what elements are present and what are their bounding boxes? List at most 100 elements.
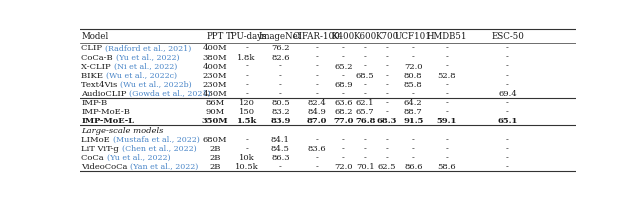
Text: -: - — [364, 90, 367, 98]
Text: 76.8: 76.8 — [355, 117, 376, 125]
Text: 400M: 400M — [203, 44, 227, 52]
Text: -: - — [412, 135, 415, 143]
Text: -: - — [315, 81, 318, 89]
Text: 10.5k: 10.5k — [235, 162, 259, 170]
Text: X-CLIP: X-CLIP — [81, 62, 114, 70]
Text: 90M: 90M — [205, 108, 225, 116]
Text: -: - — [385, 108, 388, 116]
Text: VideoCoCa: VideoCoCa — [81, 162, 131, 170]
Text: 84.1: 84.1 — [271, 135, 290, 143]
Text: -: - — [445, 44, 449, 52]
Text: -: - — [506, 62, 509, 70]
Text: -: - — [315, 153, 318, 161]
Text: Large-scale models: Large-scale models — [81, 126, 164, 134]
Text: -: - — [445, 153, 449, 161]
Text: 58.6: 58.6 — [438, 162, 456, 170]
Text: 82.6: 82.6 — [271, 53, 290, 61]
Text: -: - — [245, 62, 248, 70]
Text: -: - — [245, 135, 248, 143]
Text: 230M: 230M — [203, 81, 227, 89]
Text: -: - — [506, 99, 509, 107]
Text: 1.5k: 1.5k — [236, 117, 257, 125]
Text: LIMoE: LIMoE — [81, 135, 113, 143]
Text: -: - — [342, 153, 345, 161]
Text: 86.3: 86.3 — [271, 153, 290, 161]
Text: K700: K700 — [376, 32, 399, 41]
Text: -: - — [245, 71, 248, 79]
Text: 68.3: 68.3 — [377, 117, 397, 125]
Text: 72.0: 72.0 — [334, 162, 353, 170]
Text: 120: 120 — [239, 99, 255, 107]
Text: TPU-days: TPU-days — [226, 32, 268, 41]
Text: -: - — [445, 144, 449, 152]
Text: -: - — [445, 99, 449, 107]
Text: 52.8: 52.8 — [438, 71, 456, 79]
Text: -: - — [315, 53, 318, 61]
Text: -: - — [315, 162, 318, 170]
Text: 2B: 2B — [209, 153, 221, 161]
Text: 430M: 430M — [202, 90, 227, 98]
Text: -: - — [385, 81, 388, 89]
Text: -: - — [445, 81, 449, 89]
Text: BIKE: BIKE — [81, 71, 106, 79]
Text: 230M: 230M — [203, 71, 227, 79]
Text: IMP-MoE-B: IMP-MoE-B — [81, 108, 131, 116]
Text: -: - — [385, 44, 388, 52]
Text: -: - — [364, 144, 367, 152]
Text: -: - — [315, 90, 318, 98]
Text: -: - — [245, 81, 248, 89]
Text: IMP-B: IMP-B — [81, 99, 108, 107]
Text: -: - — [506, 135, 509, 143]
Text: 83.6: 83.6 — [307, 144, 326, 152]
Text: (Wu et al., 2022c): (Wu et al., 2022c) — [106, 71, 177, 79]
Text: -: - — [506, 81, 509, 89]
Text: -: - — [385, 99, 388, 107]
Text: -: - — [385, 153, 388, 161]
Text: -: - — [279, 90, 282, 98]
Text: (Chen et al., 2022): (Chen et al., 2022) — [122, 144, 196, 152]
Text: -: - — [342, 44, 345, 52]
Text: (Gowda et al., 2021): (Gowda et al., 2021) — [129, 90, 211, 98]
Text: 70.1: 70.1 — [356, 162, 374, 170]
Text: 82.4: 82.4 — [307, 99, 326, 107]
Text: -: - — [506, 153, 509, 161]
Text: Model: Model — [81, 32, 109, 41]
Text: -: - — [364, 135, 367, 143]
Text: -: - — [315, 71, 318, 79]
Text: IMP-MoE-L: IMP-MoE-L — [81, 117, 134, 125]
Text: -: - — [385, 135, 388, 143]
Text: 77.0: 77.0 — [333, 117, 353, 125]
Text: UCF101: UCF101 — [395, 32, 432, 41]
Text: 68.9: 68.9 — [334, 81, 353, 89]
Text: 86M: 86M — [205, 99, 225, 107]
Text: 64.2: 64.2 — [404, 99, 422, 107]
Text: -: - — [279, 62, 282, 70]
Text: -: - — [364, 44, 367, 52]
Text: (Yan et al., 2022): (Yan et al., 2022) — [131, 162, 199, 170]
Text: -: - — [342, 144, 345, 152]
Text: -: - — [506, 162, 509, 170]
Text: -: - — [364, 53, 367, 61]
Text: (Yu et al., 2022): (Yu et al., 2022) — [107, 153, 170, 161]
Text: -: - — [245, 44, 248, 52]
Text: 680M: 680M — [203, 135, 227, 143]
Text: AudioCLIP: AudioCLIP — [81, 90, 129, 98]
Text: 62.5: 62.5 — [378, 162, 396, 170]
Text: 88.7: 88.7 — [404, 108, 422, 116]
Text: (Yu et al., 2022): (Yu et al., 2022) — [116, 53, 179, 61]
Text: K600: K600 — [353, 32, 377, 41]
Text: (Ni et al., 2022): (Ni et al., 2022) — [114, 62, 177, 70]
Text: -: - — [385, 53, 388, 61]
Text: Text4Vis: Text4Vis — [81, 81, 120, 89]
Text: 150: 150 — [239, 108, 255, 116]
Text: CoCa-B: CoCa-B — [81, 53, 116, 61]
Text: 87.0: 87.0 — [307, 117, 327, 125]
Text: 2B: 2B — [209, 162, 221, 170]
Text: -: - — [506, 44, 509, 52]
Text: 84.9: 84.9 — [307, 108, 326, 116]
Text: 380M: 380M — [203, 53, 227, 61]
Text: -: - — [506, 144, 509, 152]
Text: -: - — [412, 153, 415, 161]
Text: -: - — [342, 53, 345, 61]
Text: -: - — [506, 53, 509, 61]
